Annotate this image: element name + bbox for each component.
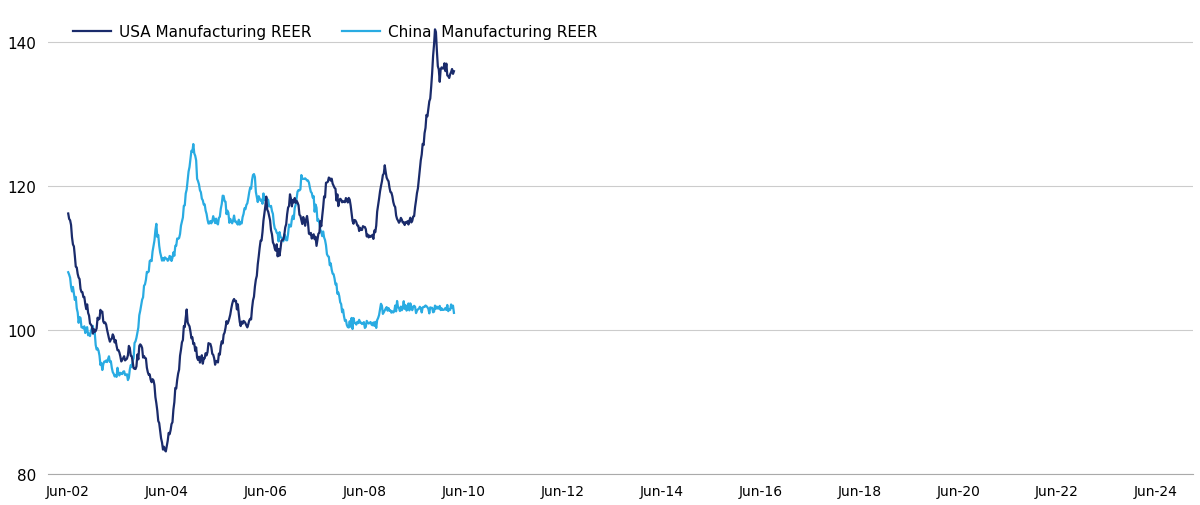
Line: China  Manufacturing REER: China Manufacturing REER [68, 145, 454, 380]
Line: USA Manufacturing REER: USA Manufacturing REER [68, 30, 454, 451]
Legend: USA Manufacturing REER, China  Manufacturing REER: USA Manufacturing REER, China Manufactur… [67, 19, 602, 46]
